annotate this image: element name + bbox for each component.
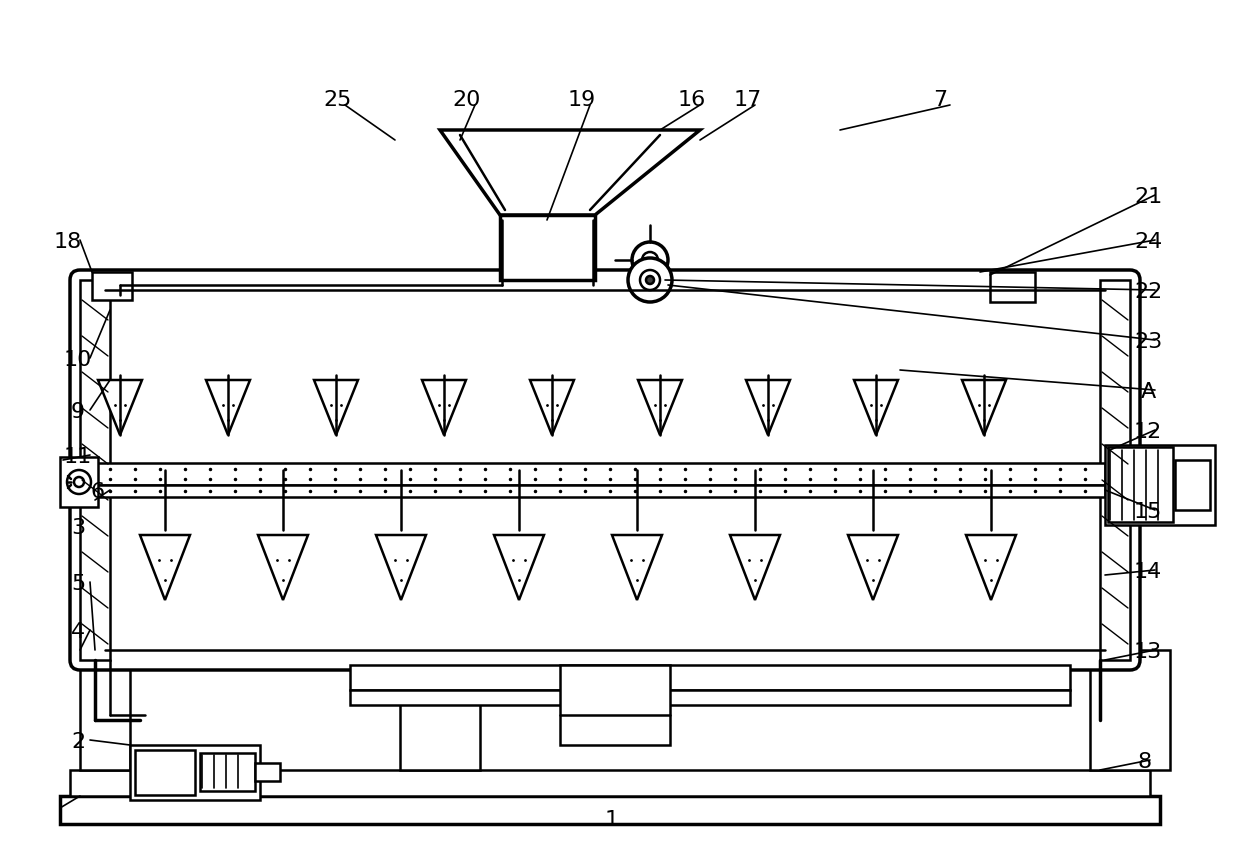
- Text: 15: 15: [1133, 502, 1162, 522]
- Bar: [1090, 650, 1171, 770]
- Polygon shape: [376, 535, 427, 600]
- Text: 21: 21: [1133, 187, 1162, 207]
- Polygon shape: [494, 535, 544, 600]
- Bar: [1176, 460, 1210, 510]
- Bar: [990, 272, 1035, 302]
- Bar: [69, 770, 1149, 796]
- Polygon shape: [1100, 280, 1130, 660]
- Polygon shape: [206, 380, 250, 435]
- Circle shape: [642, 252, 658, 268]
- Text: 16: 16: [678, 90, 706, 110]
- Polygon shape: [422, 380, 466, 435]
- Text: 1: 1: [605, 810, 619, 830]
- Circle shape: [632, 242, 668, 278]
- Text: 10: 10: [63, 350, 92, 370]
- Text: 19: 19: [568, 90, 596, 110]
- Text: 13: 13: [1133, 642, 1162, 662]
- Text: 11: 11: [64, 447, 92, 467]
- Bar: [81, 650, 130, 770]
- Polygon shape: [140, 535, 190, 600]
- Text: 5: 5: [71, 574, 86, 594]
- Bar: [500, 215, 595, 280]
- Bar: [350, 665, 1070, 690]
- Text: 24: 24: [1133, 232, 1162, 252]
- Circle shape: [74, 477, 84, 487]
- Circle shape: [627, 258, 672, 302]
- Text: 7: 7: [932, 90, 947, 110]
- Circle shape: [67, 470, 91, 494]
- FancyBboxPatch shape: [69, 270, 1140, 670]
- Polygon shape: [962, 380, 1006, 435]
- Text: 9: 9: [71, 402, 86, 422]
- Text: 22: 22: [1133, 282, 1162, 302]
- Polygon shape: [613, 535, 662, 600]
- Text: 20: 20: [453, 90, 481, 110]
- Polygon shape: [314, 380, 358, 435]
- Bar: [401, 648, 480, 670]
- Bar: [1105, 445, 1215, 525]
- Polygon shape: [854, 380, 898, 435]
- Bar: [92, 272, 131, 300]
- Bar: [60, 457, 98, 507]
- Bar: [95, 463, 1105, 485]
- Text: 23: 23: [1133, 332, 1162, 352]
- Text: 12: 12: [1133, 422, 1162, 442]
- Polygon shape: [81, 280, 110, 660]
- Circle shape: [640, 270, 660, 290]
- Polygon shape: [730, 535, 780, 600]
- Polygon shape: [529, 380, 574, 435]
- Text: 25: 25: [324, 90, 352, 110]
- Polygon shape: [746, 380, 790, 435]
- Bar: [560, 665, 670, 745]
- Text: A: A: [1141, 382, 1156, 402]
- Bar: [401, 700, 480, 770]
- Bar: [255, 763, 280, 781]
- Bar: [60, 796, 1159, 824]
- Polygon shape: [440, 130, 701, 215]
- Bar: [135, 750, 195, 795]
- Text: 6: 6: [91, 482, 105, 502]
- Text: 14: 14: [1133, 562, 1162, 582]
- Bar: [95, 485, 1105, 497]
- Text: 4: 4: [71, 622, 86, 642]
- Text: 2: 2: [71, 732, 86, 752]
- Polygon shape: [258, 535, 308, 600]
- Circle shape: [646, 276, 653, 284]
- Bar: [350, 690, 1070, 705]
- Text: 8: 8: [1138, 752, 1152, 772]
- Bar: [1109, 447, 1173, 522]
- Polygon shape: [848, 535, 898, 600]
- Polygon shape: [98, 380, 143, 435]
- Text: 3: 3: [71, 518, 86, 538]
- Polygon shape: [966, 535, 1016, 600]
- Text: 17: 17: [734, 90, 763, 110]
- Polygon shape: [639, 380, 682, 435]
- Text: 18: 18: [53, 232, 82, 252]
- Bar: [200, 753, 255, 791]
- Bar: [130, 745, 260, 800]
